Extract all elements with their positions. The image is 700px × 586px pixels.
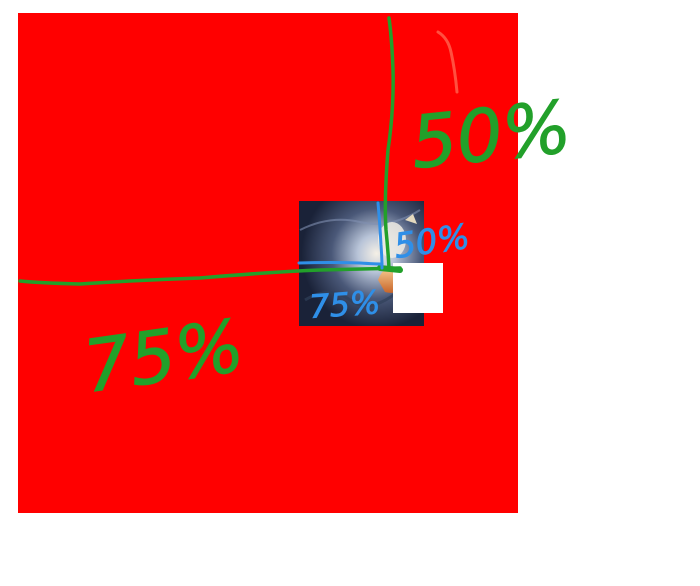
green-horizontal-guide	[18, 266, 402, 286]
outer-vertical-label: 50%	[407, 85, 575, 185]
blue-horizontal-guide	[297, 261, 384, 266]
blue-vertical-guide	[376, 201, 384, 270]
green-50-label: 50%	[406, 84, 575, 185]
blue-75-label: 75%	[308, 283, 382, 327]
inner-horizontal-label: 75%	[308, 283, 382, 326]
green-vertical-guide	[383, 16, 395, 270]
red-scribble	[436, 30, 459, 94]
